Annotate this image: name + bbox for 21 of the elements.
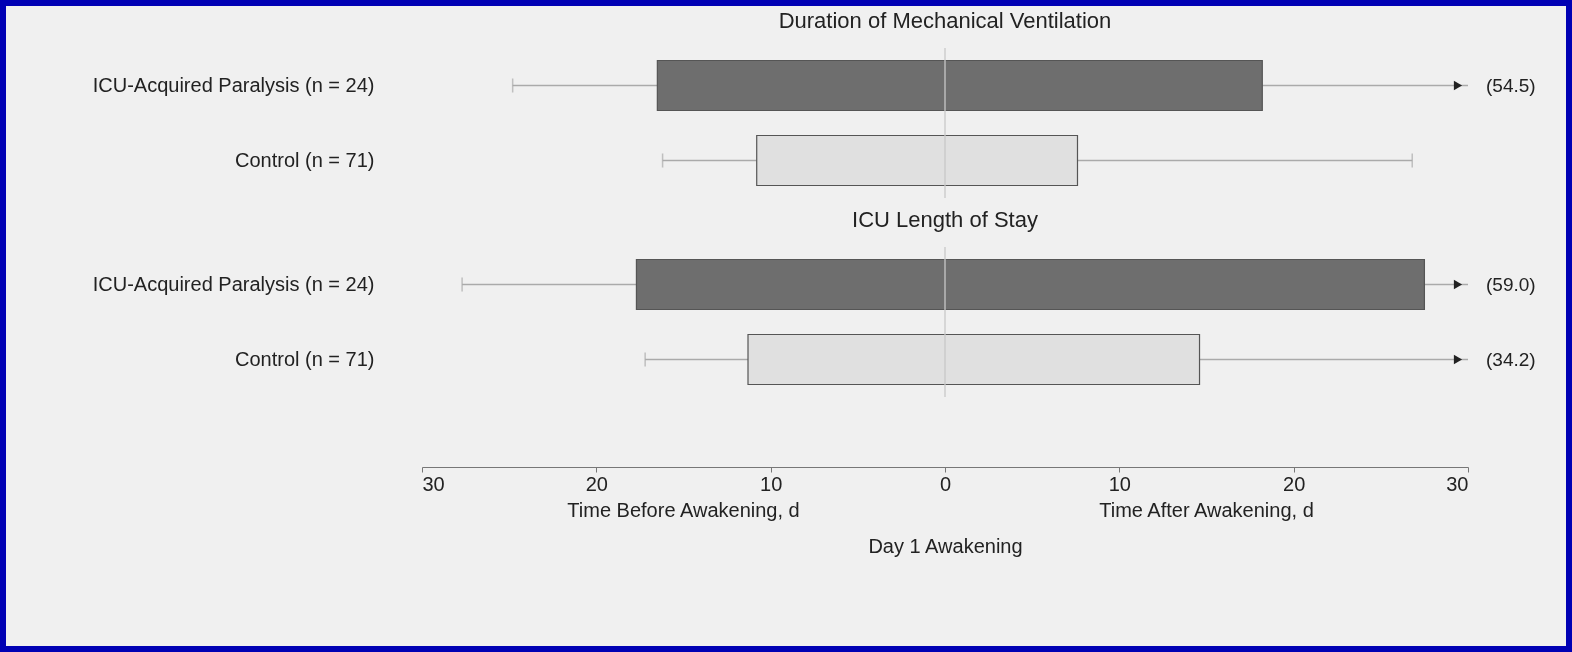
y-tick-label: Control (n = 71) <box>234 347 375 370</box>
y-tick-label: ICU-Acquired Paralysis (n = 24) <box>92 73 375 96</box>
x-tick-label: 20 <box>1283 472 1306 495</box>
chart-title: ICU Length of Stay <box>852 207 1038 233</box>
bar <box>756 134 1079 187</box>
y-tick-label: ICU-Acquired Paralysis (n = 24) <box>92 272 375 295</box>
x-tick-label: 20 <box>585 472 608 495</box>
x-tick-label: 30 <box>1446 472 1469 495</box>
bar <box>656 59 1263 112</box>
text: Time Before Awakening, d <box>567 499 800 521</box>
y-tick-label: Control (n = 71) <box>234 148 375 171</box>
text: (54.5) <box>1486 74 1536 96</box>
text: (34.2) <box>1486 348 1536 370</box>
x-tick-label: 30 <box>422 472 445 495</box>
x-tick-label: 0 <box>939 472 952 495</box>
chart-title: Duration of Mechanical Ventilation <box>778 8 1112 34</box>
text: Time After Awakening, d <box>1099 499 1314 521</box>
x-tick-label: 10 <box>1108 472 1131 495</box>
x-axis-title: Day 1 Awakening <box>868 534 1023 557</box>
x-tick-label: 10 <box>760 472 783 495</box>
text: (59.0) <box>1486 273 1536 295</box>
